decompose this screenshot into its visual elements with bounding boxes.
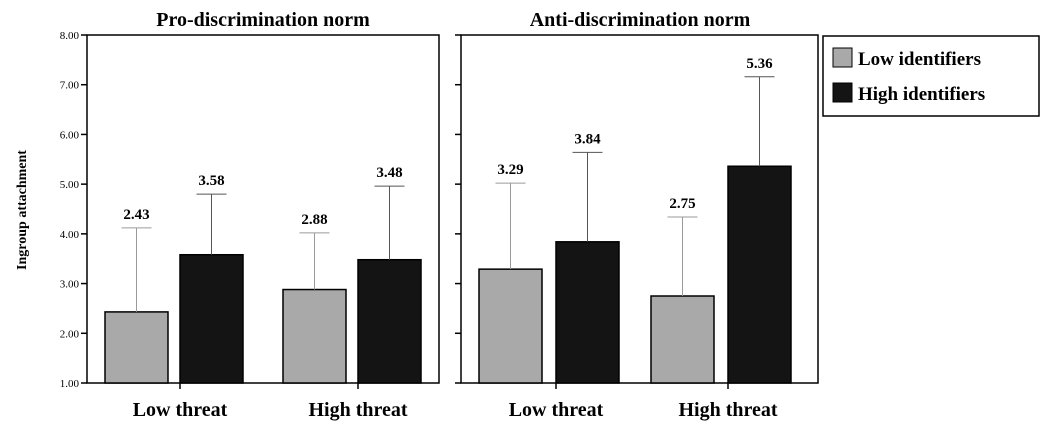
panel-title-pro: Pro-discrimination norm (156, 9, 370, 31)
y-tick-label: 4.00 (60, 229, 80, 241)
y-tick-label: 8.00 (60, 30, 80, 42)
legend-frame (822, 35, 1040, 117)
legend-label-high: High identifiers (858, 84, 985, 105)
x-category-label: Low threat (133, 399, 228, 421)
bar (282, 288, 347, 384)
y-tick-label: 2.00 (60, 328, 80, 340)
data-label: 3.48 (376, 165, 402, 181)
data-label: 2.75 (669, 196, 695, 212)
plot-frame-anti (460, 34, 819, 384)
plot-frame-pro (86, 34, 440, 384)
bars-pro: 2.43 2.88 3.58 3.48 (104, 165, 422, 384)
y-tick-label: 7.00 (60, 80, 80, 92)
bar (650, 295, 715, 384)
x-category-label: Low threat (509, 399, 604, 421)
panel-pro-discrimination: Pro-discrimination norm 1.00 2.00 3.00 4.00… (60, 9, 440, 421)
y-tick-label: 1.00 (60, 378, 80, 390)
data-label: 3.29 (497, 162, 523, 178)
data-label: 3.84 (574, 131, 601, 147)
y-tick-label: 3.00 (60, 279, 80, 291)
bar (357, 258, 422, 384)
y-tick-label: 5.00 (60, 179, 80, 191)
y-ticks-pro: 1.00 2.00 3.00 4.00 5.00 6.00 7.00 8.00 (60, 30, 87, 390)
legend-label-low: Low identifiers (858, 49, 981, 70)
x-category-label: High threat (678, 399, 777, 421)
y-ticks-anti (455, 34, 461, 384)
legend: Low identifiers High identifiers (822, 35, 1040, 117)
bar (179, 253, 244, 384)
data-label: 5.36 (746, 56, 773, 72)
data-label: 2.43 (123, 207, 149, 223)
y-tick-label: 6.00 (60, 129, 80, 141)
legend-swatch-low (832, 47, 853, 68)
bar (104, 311, 169, 384)
panel-title-anti: Anti-discrimination norm (530, 9, 751, 31)
x-ticks-anti: Low threat High threat (509, 383, 778, 421)
x-category-label: High threat (308, 399, 407, 421)
x-ticks-pro: Low threat High threat (133, 383, 408, 421)
bar (555, 241, 620, 384)
y-axis-label: Ingroup attachment (15, 150, 30, 270)
legend-swatch-high (832, 82, 853, 103)
panel-anti-discrimination: Anti-discrimination norm 3.29 2.75 3.84 5.3… (455, 9, 819, 421)
data-label: 2.88 (301, 212, 327, 228)
bars-anti: 3.29 2.75 3.84 5.36 (478, 56, 792, 384)
bar (727, 165, 792, 384)
bar (478, 268, 543, 384)
data-label: 3.58 (198, 173, 224, 189)
